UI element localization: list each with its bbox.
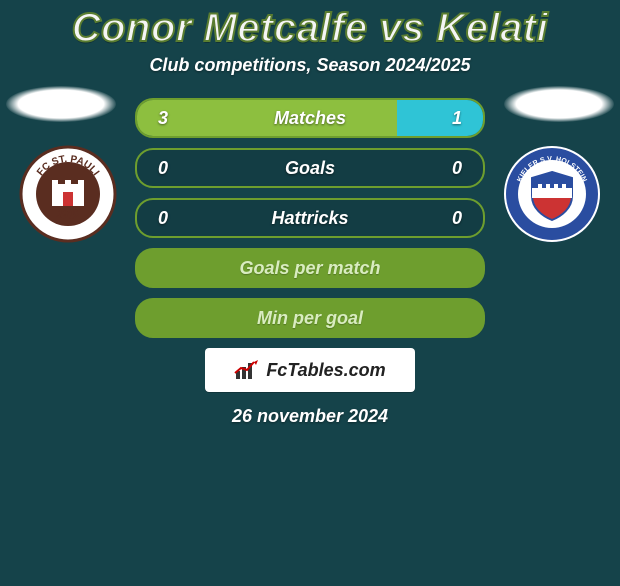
page-title: Conor Metcalfe vs Kelati xyxy=(0,6,620,51)
halo-left xyxy=(6,86,116,122)
brand-chart-icon xyxy=(234,359,260,381)
stat-value-right: 1 xyxy=(437,108,477,129)
stat-rows: 3 Matches 1 0 Goals 0 0 Hattricks 0 Goal… xyxy=(135,98,485,338)
stat-value-right: 0 xyxy=(437,208,477,229)
stat-row-hattricks: 0 Hattricks 0 xyxy=(135,198,485,238)
team-badge-right: KIELER S.V. HOLSTEIN VON 1900 xyxy=(502,144,602,244)
stat-row-matches: 3 Matches 1 xyxy=(135,98,485,138)
halo-right xyxy=(504,86,614,122)
brand-box[interactable]: FcTables.com xyxy=(205,348,415,392)
date-label: 26 november 2024 xyxy=(0,406,620,427)
stpauli-crest-icon: FC ST. PAULI 1910 xyxy=(18,144,118,244)
stat-row-goals: 0 Goals 0 xyxy=(135,148,485,188)
subtitle: Club competitions, Season 2024/2025 xyxy=(0,55,620,76)
stat-label: Hattricks xyxy=(137,208,483,229)
comparison-arena: FC ST. PAULI 1910 KIELER S.V. HOLSTEIN xyxy=(0,98,620,427)
holstein-crest-icon: KIELER S.V. HOLSTEIN VON 1900 xyxy=(502,144,602,244)
brand-text: FcTables.com xyxy=(266,360,385,381)
extra-row-min-per-goal: Min per goal xyxy=(135,298,485,338)
stat-value-right: 0 xyxy=(437,158,477,179)
extra-row-goals-per-match: Goals per match xyxy=(135,248,485,288)
stat-label: Goals xyxy=(137,158,483,179)
stat-label: Matches xyxy=(137,108,483,129)
team-badge-left: FC ST. PAULI 1910 xyxy=(18,144,118,244)
